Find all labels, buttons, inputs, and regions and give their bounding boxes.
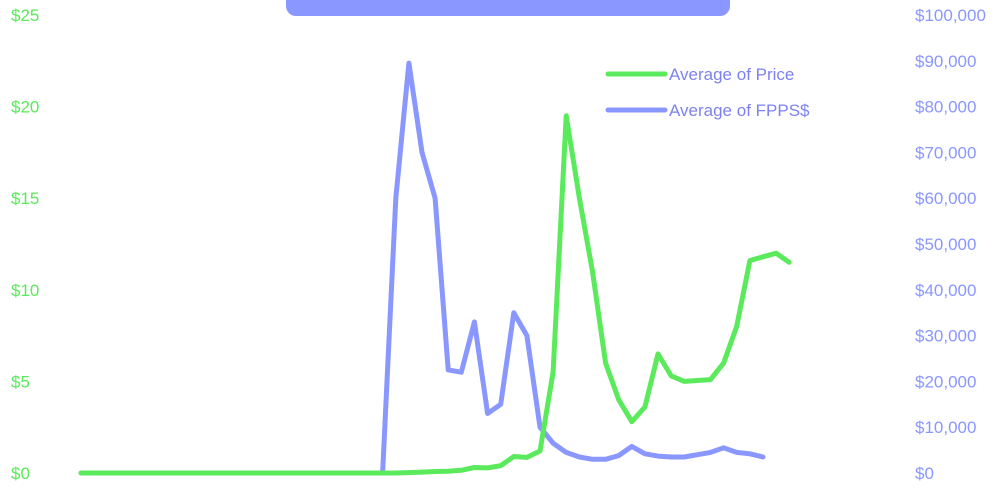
legend: Average of Price Average of FPPS$ bbox=[605, 65, 810, 120]
legend-label-fpps: Average of FPPS$ bbox=[669, 101, 810, 120]
right-tick-label: $50,000 bbox=[915, 235, 976, 254]
right-axis-ticks: $0 $10,000 $20,000 $30,000 $40,000 $50,000 $60… bbox=[915, 6, 986, 483]
left-tick-label: $20 bbox=[11, 98, 39, 117]
series-line-fpps bbox=[78, 60, 766, 476]
series-line-price bbox=[78, 113, 792, 476]
left-tick-label: $0 bbox=[11, 464, 30, 483]
right-tick-label: $70,000 bbox=[915, 143, 976, 162]
right-tick-label: $90,000 bbox=[915, 52, 976, 71]
right-tick-label: $20,000 bbox=[915, 372, 976, 391]
left-axis-ticks: $0 $5 $10 $15 $20 $25 bbox=[11, 6, 39, 483]
right-tick-label: $30,000 bbox=[915, 327, 976, 346]
right-tick-label: $60,000 bbox=[915, 189, 976, 208]
right-tick-label: $10,000 bbox=[915, 418, 976, 437]
legend-label-price: Average of Price bbox=[669, 65, 794, 84]
right-tick-label: $100,000 bbox=[915, 6, 986, 25]
left-tick-label: $15 bbox=[11, 189, 39, 208]
right-tick-label: $40,000 bbox=[915, 281, 976, 300]
right-tick-label: $80,000 bbox=[915, 98, 976, 117]
title-banner bbox=[286, 0, 730, 16]
left-tick-label: $10 bbox=[11, 281, 39, 300]
right-tick-label: $0 bbox=[915, 464, 934, 483]
left-tick-label: $5 bbox=[11, 372, 30, 391]
left-tick-label: $25 bbox=[11, 6, 39, 25]
series-lines bbox=[78, 60, 792, 476]
